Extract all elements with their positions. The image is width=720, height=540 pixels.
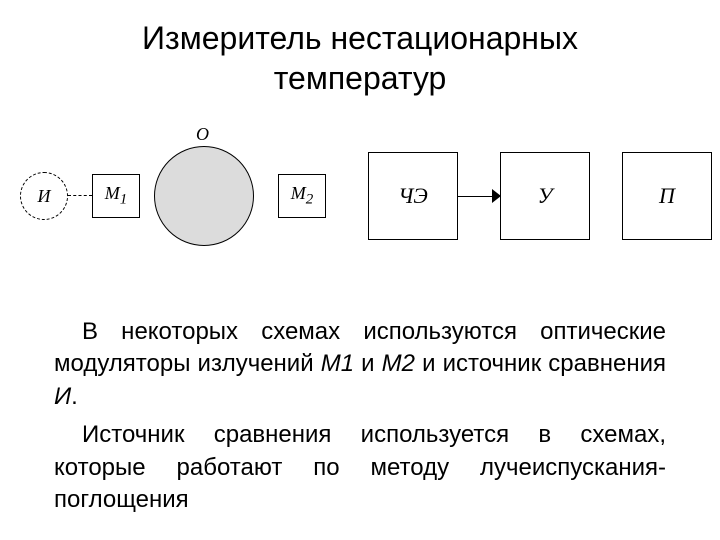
description-text: В некоторых схемах используются оптическ… bbox=[0, 316, 720, 516]
p1-m2: М2 bbox=[382, 350, 415, 377]
node-m2-label: М2 bbox=[291, 183, 314, 209]
title-line-1: Измеритель нестационарных bbox=[142, 20, 578, 56]
p1-i: И bbox=[54, 383, 71, 410]
node-o bbox=[154, 146, 254, 246]
label-o: О bbox=[196, 124, 209, 145]
page-title: Измеритель нестационарных температур bbox=[0, 0, 720, 98]
node-m2: М2 bbox=[278, 174, 326, 218]
node-ce: ЧЭ bbox=[368, 152, 458, 240]
edge-i-m1 bbox=[68, 195, 92, 196]
edge-ce-u bbox=[458, 196, 494, 197]
arrow-ce-u bbox=[492, 189, 501, 203]
p1-end: . bbox=[71, 383, 78, 410]
node-u-label: У bbox=[538, 183, 553, 209]
node-m1-label: М1 bbox=[105, 183, 128, 209]
block-diagram: И М1 М2 ЧЭ У П О bbox=[0, 116, 720, 276]
p1-m1: М1 bbox=[321, 350, 354, 377]
title-line-2: температур bbox=[274, 60, 447, 96]
node-u: У bbox=[500, 152, 590, 240]
paragraph-2: Источник сравнения используется в схемах… bbox=[54, 419, 666, 516]
node-i-label: И bbox=[38, 186, 51, 207]
node-m1: М1 bbox=[92, 174, 140, 218]
node-p: П bbox=[622, 152, 712, 240]
node-p-label: П bbox=[659, 183, 675, 209]
node-i: И bbox=[20, 172, 68, 220]
node-ce-label: ЧЭ bbox=[398, 183, 428, 209]
paragraph-1: В некоторых схемах используются оптическ… bbox=[54, 316, 666, 413]
p1-mid: и источник сравнения bbox=[415, 350, 666, 377]
p1-and: и bbox=[354, 350, 382, 377]
